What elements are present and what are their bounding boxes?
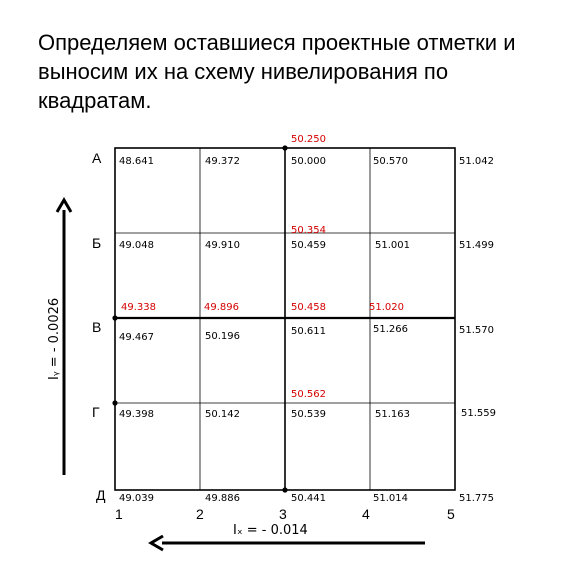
row-label-b: Б: [92, 235, 101, 251]
col-label-4: 4: [362, 506, 370, 522]
design-elev-v4: 51.020: [369, 302, 404, 313]
elev-d1: 49.039: [119, 493, 154, 504]
design-elev-v2: 49.896: [204, 302, 239, 313]
elev-v2: 50.196: [205, 331, 240, 342]
design-elev-g3: 50.562: [291, 389, 326, 400]
col-label-2: 2: [196, 506, 204, 522]
design-elev-v1: 49.338: [121, 302, 156, 313]
slope-x-label: Iₓ = - 0.014: [233, 523, 308, 538]
elev-g3: 50.539: [291, 409, 326, 420]
elev-b5: 51.499: [459, 240, 494, 251]
row-label-d: Д: [96, 487, 106, 503]
elev-g1: 49.398: [119, 409, 154, 420]
elev-d3: 50.441: [291, 493, 326, 504]
elev-a4: 50.570: [373, 156, 408, 167]
row-label-a: А: [92, 150, 102, 166]
slope-y-arrow-head: [55, 197, 73, 213]
row-label-g: Г: [92, 404, 100, 420]
col-label-3: 3: [279, 506, 287, 522]
elev-a3: 50.000: [291, 156, 326, 167]
elev-d4: 51.014: [373, 493, 408, 504]
marker-dot-d3: [282, 487, 288, 493]
elev-b3: 50.459: [291, 240, 326, 251]
elev-v1: 49.467: [119, 332, 154, 343]
elev-g2: 50.142: [205, 409, 240, 420]
elev-d2: 49.886: [205, 493, 240, 504]
elev-b1: 49.048: [119, 240, 154, 251]
design-elev-a3: 50.250: [291, 134, 326, 145]
elev-v5: 51.570: [459, 325, 494, 336]
col-label-5: 5: [447, 506, 455, 522]
design-elev-v3: 50.458: [291, 302, 326, 313]
elev-a5: 51.042: [459, 156, 494, 167]
elev-g4: 51.163: [375, 409, 410, 420]
page-title: Определяем оставшиеся проектные отметки …: [38, 30, 516, 113]
row-label-v: В: [92, 319, 101, 335]
marker-dot-a3: [282, 145, 288, 151]
design-elev-b3: 50.354: [291, 225, 326, 236]
elev-v4: 51.266: [373, 324, 408, 335]
elev-a1: 48.641: [119, 156, 154, 167]
slope-y-label: Iᵧ = - 0.0026: [47, 298, 62, 380]
elev-b4: 51.001: [375, 240, 410, 251]
elev-a2: 49.372: [205, 156, 240, 167]
elev-b2: 49.910: [205, 240, 240, 251]
elev-g5: 51.559: [461, 408, 496, 419]
marker-dot-g1: [112, 400, 118, 406]
marker-dot-v1: [112, 315, 118, 321]
col-label-1: 1: [115, 506, 123, 522]
slope-x-arrow-head: [148, 534, 164, 552]
elev-v3: 50.611: [291, 326, 326, 337]
elev-d5: 51.775: [459, 493, 494, 504]
